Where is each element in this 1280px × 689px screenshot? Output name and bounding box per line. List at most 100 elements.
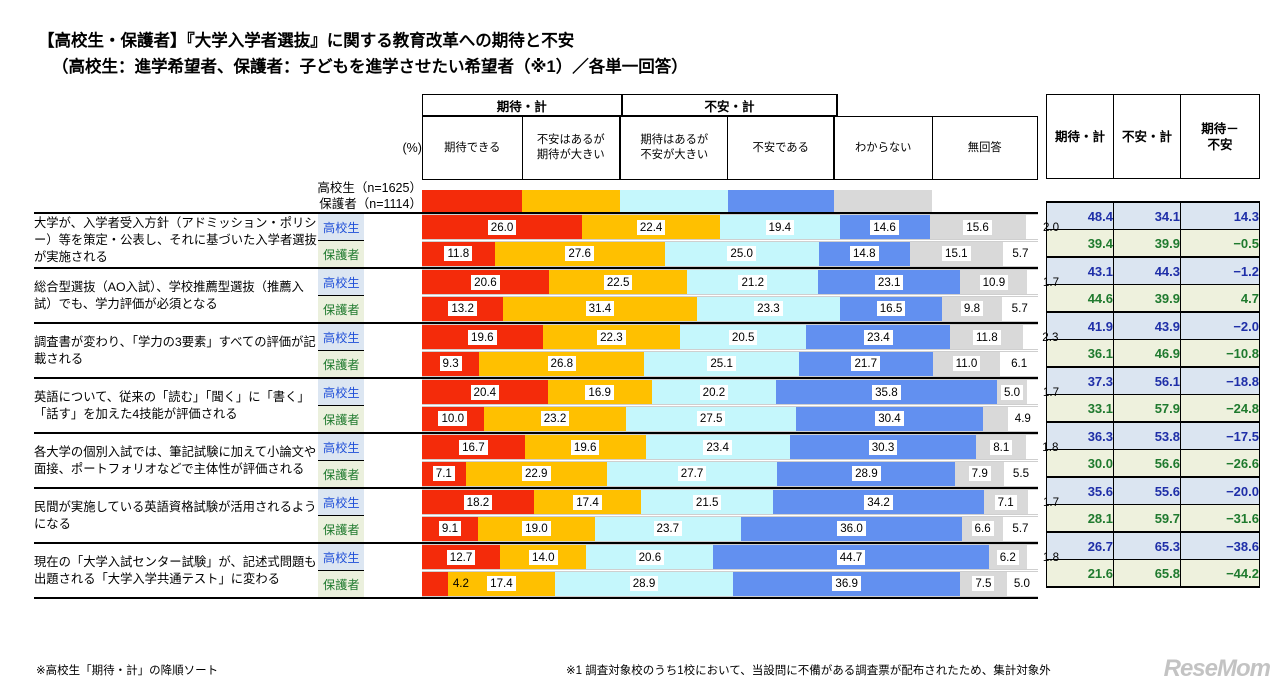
row-tag-highschool: 高校生: [318, 432, 365, 461]
stacked-bar: 11.8 27.6 25.0 14.8 15.1 5.7: [421, 240, 1038, 268]
seg-expect-strong: 4.2: [421, 571, 469, 596]
question-label: 現在の「大学入試センター試験」が、記述式問題も出題される「大学入学共通テスト」に…: [34, 542, 319, 599]
seg-unknown: 10.9: [960, 270, 1028, 295]
row-spacer: [364, 267, 422, 296]
summary-diff: −10.8: [1180, 339, 1260, 368]
row-spacer: [364, 322, 422, 351]
stacked-bar: 13.2 31.4 23.3 16.5 9.8 5.7: [421, 295, 1038, 323]
seg-anxiety-strong: 16.5: [840, 296, 942, 321]
stacked-bar: 19.6 22.3 20.5 23.4 11.8 2.3: [421, 322, 1058, 351]
seg-expect-strong: 9.1: [421, 516, 478, 541]
summary-diff: −2.0: [1180, 311, 1260, 340]
row-spacer: [364, 296, 422, 324]
question-label: 英語について、従来の「読む」「聞く」に「書く」「話す」を加えた4技能が評価される: [34, 377, 319, 433]
seg-expect-weak: 17.4: [447, 571, 555, 596]
summary-diff: −44.2: [1180, 559, 1260, 588]
stacked-bar: 7.1 22.9 27.7 28.9 7.9 5.5: [421, 460, 1038, 488]
seg-expect-strong: 16.7: [421, 435, 525, 460]
legend-swatch-seg-noanswer: [931, 190, 1038, 212]
seg-expect-strong: 11.8: [421, 241, 495, 266]
summary-diff: −31.6: [1180, 504, 1260, 533]
summary-row: 30.0 56.6 −26.6: [1046, 449, 1260, 478]
seg-noanswer: 2.3: [1023, 325, 1058, 350]
title-line-2: （高校生：進学希望者、保護者：子どもを進学させたい希望者（※1）／各単一回答）: [52, 58, 688, 76]
seg-anxiety-strong: 23.4: [806, 325, 951, 350]
row-spacer: [364, 212, 422, 241]
header-group-expect: 期待・計: [421, 94, 623, 116]
question-label: 総合型選抜（AO入試）、学校推薦型選抜（推薦入試）でも、学力評価が必須となる: [34, 267, 319, 323]
row-tag-parent: 保護者: [318, 295, 365, 323]
seg-expect-strong: 9.3: [421, 351, 480, 376]
row-spacer: [364, 570, 422, 599]
summary-row: 37.3 56.1 −18.8: [1046, 366, 1260, 395]
summary-expect-total: 37.3: [1046, 366, 1114, 395]
summary-row: 41.9 43.9 −2.0: [1046, 311, 1260, 340]
seg-expect-strong: 12.7: [421, 545, 501, 570]
seg-noanswer: 1.7: [1027, 490, 1059, 515]
summary-row: 26.7 65.3 −38.6: [1046, 531, 1260, 560]
seg-anxiety-strong: 23.1: [818, 270, 961, 295]
seg-anxiety-weak: 23.4: [645, 435, 790, 460]
stacked-bar: 26.0 22.4 19.4 14.6 15.6 2.0: [421, 212, 1059, 241]
seg-noanswer: 5.7: [1002, 296, 1038, 321]
chart-row: 保護者 11.8 27.6 25.0 14.8 15.1 5.7: [34, 240, 1038, 269]
row-spacer: [364, 377, 422, 406]
row-spacer: [364, 516, 422, 544]
seg-anxiety-strong: 35.8: [776, 380, 997, 405]
seg-noanswer: 5.0: [1006, 571, 1038, 596]
chart-row: 保護者 13.2 31.4 23.3 16.5 9.8 5.7: [34, 295, 1038, 324]
seg-unknown: 11.0: [932, 351, 1001, 376]
header-col-1: 不安はあるが 期待が大きい: [522, 116, 622, 180]
seg-expect-strong: 18.2: [421, 490, 534, 515]
header-col-5: 無回答: [932, 116, 1038, 180]
seg-unknown: 5.0: [996, 380, 1028, 405]
seg-expect-weak: 31.4: [503, 296, 697, 321]
row-spacer: [364, 241, 422, 269]
summary-anxiety-total: 46.9: [1113, 339, 1181, 368]
seg-unknown: 4.0: [983, 406, 1029, 431]
seg-expect-weak: 14.0: [500, 545, 587, 570]
chart-row: 英語について、従来の「読む」「聞く」に「書く」「話す」を加えた4技能が評価される…: [34, 377, 1059, 433]
summary-table: 期待・計 不安・計 期待－ 不安 48.4 34.1 14.3 39.4 39.9 −0.5 43.…: [1046, 94, 1260, 588]
stacked-bar: 9.1 19.0 23.7 36.0 6.6 5.7: [421, 515, 1038, 543]
question-label: 民間が実施している英語資格試験が活用されるようになる: [34, 487, 319, 543]
seg-anxiety-weak: 27.7: [606, 461, 778, 486]
seg-unknown: 9.8: [941, 296, 1003, 321]
resemom-watermark: ReseMom: [1163, 655, 1271, 682]
seg-unknown: 6.2: [988, 545, 1027, 570]
seg-noanswer: 5.7: [1002, 516, 1038, 541]
seg-anxiety-weak: 21.5: [641, 490, 774, 515]
seg-anxiety-strong: 30.3: [789, 435, 977, 460]
seg-unknown: 15.6: [929, 215, 1026, 240]
summary-expect-total: 33.1: [1046, 394, 1114, 423]
seg-anxiety-strong: 28.9: [777, 461, 956, 486]
summary-expect-total: 26.7: [1046, 531, 1114, 560]
summary-expect-total: 39.4: [1046, 229, 1114, 258]
row-tag-parent: 保護者: [318, 350, 365, 378]
stacked-bar: 12.7 14.0 20.6 44.7 6.2 1.8: [421, 542, 1059, 571]
seg-anxiety-strong: 30.4: [795, 406, 984, 431]
row-tag-parent: 保護者: [318, 405, 365, 433]
seg-expect-weak: 26.8: [479, 351, 645, 376]
chart-row: 保護者 9.1 19.0 23.7 36.0 6.6 5.7: [34, 515, 1038, 544]
row-spacer: [364, 487, 422, 516]
header-col-3: 不安である: [728, 116, 835, 180]
seg-noanswer: 1.8: [1026, 435, 1058, 460]
seg-anxiety-strong: 44.7: [713, 545, 989, 570]
summary-expect-total: 48.4: [1046, 201, 1114, 230]
chart-row: 各大学の個別入試では、筆記試験に加えて小論文や面接、ポートフォリオなどで主体性が…: [34, 432, 1058, 488]
summary-anxiety-total: 34.1: [1113, 201, 1181, 230]
seg-anxiety-weak: 20.6: [586, 545, 714, 570]
summary-anxiety-total: 43.9: [1113, 311, 1181, 340]
seg-unknown: 7.5: [960, 571, 1007, 596]
seg-unknown: 7.9: [955, 461, 1005, 486]
row-spacer: [364, 432, 422, 461]
chart-row: 保護者 4.2 17.4 28.9 36.9 7.5 5.0: [34, 570, 1038, 599]
unit-label: (%): [402, 141, 422, 155]
summary-anxiety-total: 65.3: [1113, 531, 1181, 560]
stacked-bar: 16.7 19.6 23.4 30.3 8.1 1.8: [421, 432, 1058, 461]
seg-anxiety-weak: 20.5: [680, 325, 807, 350]
footnote-left: ※高校生「期待・計」の降順ソート: [36, 665, 219, 677]
summary-diff: −26.6: [1180, 449, 1260, 478]
chart-row: 現在の「大学入試センター試験」が、記述式問題も出題される「大学入学共通テスト」に…: [34, 542, 1059, 599]
